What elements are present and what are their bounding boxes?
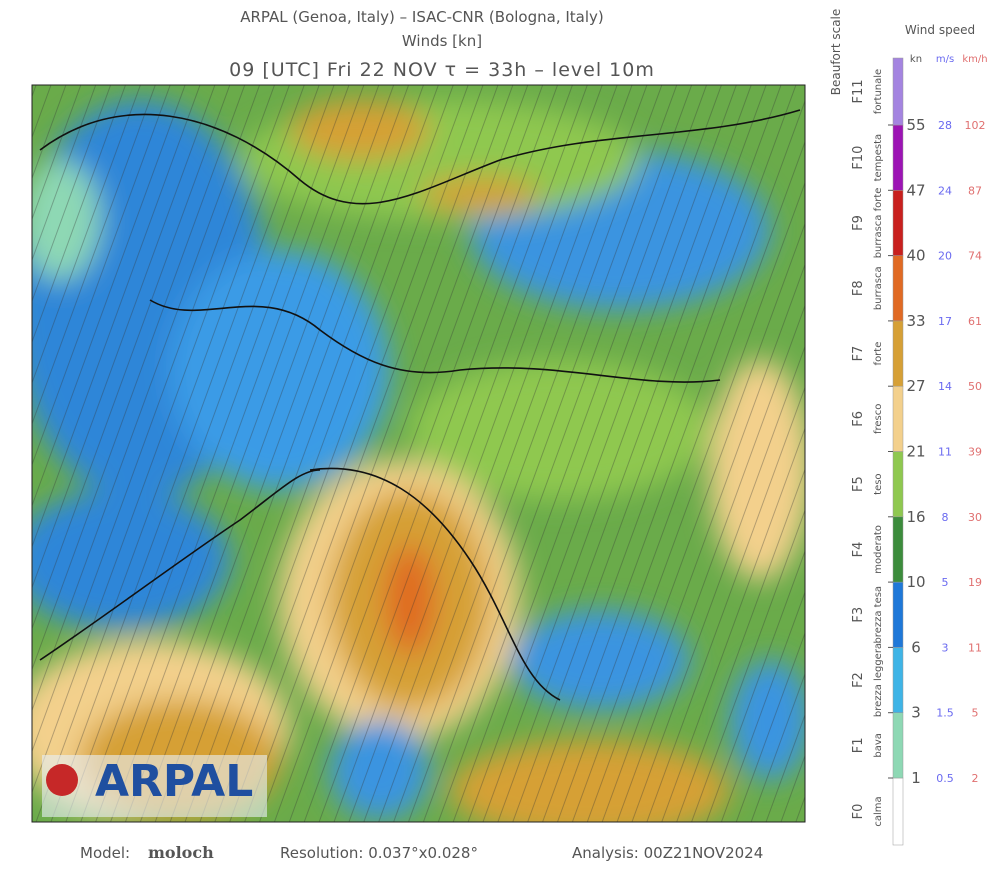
level-ms: 14 bbox=[938, 380, 952, 393]
beaufort-name: moderato bbox=[873, 525, 884, 574]
beaufort-force: F8 bbox=[851, 280, 866, 296]
header-line1: ARPAL (Genoa, Italy) – ISAC-CNR (Bologna… bbox=[240, 8, 604, 26]
beaufort-name: bava bbox=[873, 733, 884, 758]
beaufort-force: F4 bbox=[851, 542, 866, 558]
header-line2: Winds [kn] bbox=[402, 32, 482, 50]
colorbar-band bbox=[892, 647, 904, 713]
speed-title: Wind speed bbox=[905, 23, 975, 37]
beaufort-force: F5 bbox=[851, 476, 866, 492]
level-ms: 8 bbox=[942, 511, 949, 524]
level-ms: 5 bbox=[942, 576, 949, 589]
beaufort-force: F2 bbox=[851, 672, 866, 688]
level-kmh: 74 bbox=[968, 250, 982, 263]
level-kn: 47 bbox=[906, 181, 925, 199]
level-kmh: 5 bbox=[972, 707, 979, 720]
beaufort-name: tempesta bbox=[873, 134, 884, 182]
beaufort-name: brezza tesa bbox=[873, 586, 884, 644]
footer-analysis: Analysis: 00Z21NOV2024 bbox=[572, 844, 763, 862]
level-ms: 11 bbox=[938, 446, 952, 459]
colorbar-band bbox=[892, 581, 904, 648]
header-line3: 09 [UTC] Fri 22 NOV τ = 33h – level 10m bbox=[229, 59, 655, 81]
beaufort-force: F1 bbox=[851, 737, 866, 753]
logo-text: ARPAL bbox=[95, 756, 253, 807]
level-kmh: 87 bbox=[968, 184, 982, 197]
footer-model-label: Model: bbox=[80, 844, 130, 862]
beaufort-name: burrasca bbox=[873, 266, 884, 310]
level-kn: 6 bbox=[911, 638, 921, 656]
colorbar-band bbox=[892, 57, 904, 126]
level-kmh: 50 bbox=[968, 380, 982, 393]
level-kn: 16 bbox=[906, 508, 925, 526]
beaufort-name: burrasca forte bbox=[873, 188, 884, 259]
beaufort-force: F7 bbox=[851, 346, 866, 362]
level-kn: 3 bbox=[911, 704, 921, 722]
colorbar-band bbox=[892, 320, 904, 387]
level-ms: 28 bbox=[938, 119, 952, 132]
colorbar-band bbox=[892, 385, 904, 452]
level-kmh: 102 bbox=[965, 119, 986, 132]
level-kn: 27 bbox=[906, 377, 925, 395]
level-kmh: 19 bbox=[968, 576, 982, 589]
colorbar-band bbox=[892, 516, 904, 583]
level-ms: 20 bbox=[938, 250, 952, 263]
beaufort-name: fortunale bbox=[873, 69, 884, 114]
level-kn: 21 bbox=[906, 443, 925, 461]
beaufort-name: brezza leggera bbox=[873, 643, 884, 717]
unit-kmh: km/h bbox=[962, 54, 987, 65]
level-kmh: 30 bbox=[968, 511, 982, 524]
colorbar-band bbox=[892, 190, 904, 256]
level-kn: 10 bbox=[906, 573, 925, 591]
beaufort-force: F9 bbox=[851, 215, 866, 231]
beaufort-name: fresco bbox=[873, 404, 884, 434]
unit-kn: kn bbox=[910, 54, 922, 65]
beaufort-force: F10 bbox=[851, 146, 866, 170]
level-ms: 1.5 bbox=[936, 707, 954, 720]
footer-resolution: Resolution: 0.037°x0.028° bbox=[280, 844, 478, 862]
level-kmh: 61 bbox=[968, 315, 982, 328]
unit-ms: m/s bbox=[936, 54, 954, 65]
beaufort-force: F3 bbox=[851, 607, 866, 623]
colorbar-band bbox=[892, 712, 904, 779]
level-kmh: 39 bbox=[968, 446, 982, 459]
beaufort-force: F11 bbox=[851, 79, 866, 103]
footer-model: moloch bbox=[148, 843, 214, 862]
beaufort-force: F0 bbox=[851, 804, 866, 820]
level-ms: 24 bbox=[938, 184, 952, 197]
colorbar-band bbox=[892, 255, 904, 322]
colorbar-band bbox=[892, 777, 904, 846]
beaufort-name: teso bbox=[873, 473, 884, 494]
beaufort-name: forte bbox=[873, 342, 884, 366]
colorbar-band bbox=[892, 451, 904, 518]
level-kn: 1 bbox=[911, 769, 921, 787]
beaufort-force: F6 bbox=[851, 411, 866, 427]
map: ARPAL bbox=[32, 85, 805, 822]
level-ms: 17 bbox=[938, 315, 952, 328]
level-ms: 0.5 bbox=[936, 772, 954, 785]
level-kmh: 2 bbox=[972, 772, 979, 785]
level-ms: 3 bbox=[942, 641, 949, 654]
colorbar-band bbox=[892, 124, 904, 191]
level-kn: 33 bbox=[906, 312, 925, 330]
level-kn: 40 bbox=[906, 247, 925, 265]
level-kn: 55 bbox=[906, 116, 925, 134]
level-kmh: 11 bbox=[968, 641, 982, 654]
beaufort-title: Beaufort scale bbox=[829, 9, 843, 96]
beaufort-name: calma bbox=[873, 796, 884, 826]
